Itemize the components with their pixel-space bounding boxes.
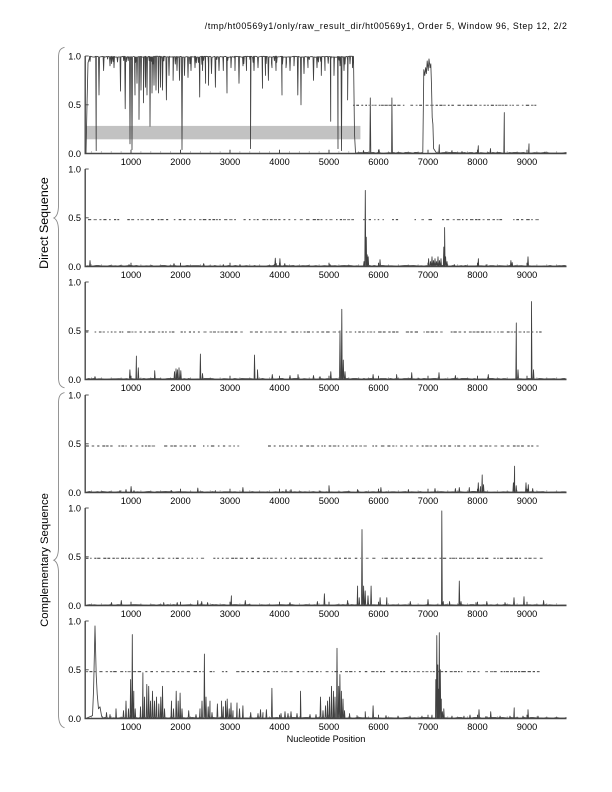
svg-text:0.5: 0.5 <box>68 665 81 675</box>
svg-text:9000: 9000 <box>517 157 537 167</box>
svg-text:2000: 2000 <box>170 722 190 732</box>
svg-text:6000: 6000 <box>368 157 388 167</box>
svg-text:6000: 6000 <box>368 270 388 280</box>
svg-text:7000: 7000 <box>418 270 438 280</box>
svg-text:1.0: 1.0 <box>68 51 81 61</box>
svg-text:6000: 6000 <box>368 722 388 732</box>
svg-text:4000: 4000 <box>269 722 289 732</box>
svg-text:4000: 4000 <box>269 496 289 506</box>
svg-text:/tmp/ht00569y1/only/raw_result: /tmp/ht00569y1/only/raw_result_dir/ht005… <box>205 21 568 31</box>
svg-text:0.0: 0.0 <box>68 262 81 272</box>
svg-text:Complementary Sequence: Complementary Sequence <box>39 493 51 627</box>
svg-text:9000: 9000 <box>517 722 537 732</box>
svg-text:0.0: 0.0 <box>68 714 81 724</box>
svg-text:0.0: 0.0 <box>68 149 81 159</box>
svg-text:6000: 6000 <box>368 383 388 393</box>
svg-text:3000: 3000 <box>220 383 240 393</box>
svg-text:3000: 3000 <box>220 722 240 732</box>
svg-text:8000: 8000 <box>467 383 487 393</box>
svg-text:1000: 1000 <box>121 609 141 619</box>
svg-text:4000: 4000 <box>269 157 289 167</box>
svg-text:1000: 1000 <box>121 496 141 506</box>
svg-text:0.5: 0.5 <box>68 100 81 110</box>
svg-text:1.0: 1.0 <box>68 503 81 513</box>
svg-text:9000: 9000 <box>517 609 537 619</box>
svg-text:0.5: 0.5 <box>68 439 81 449</box>
svg-text:1000: 1000 <box>121 383 141 393</box>
svg-text:8000: 8000 <box>467 270 487 280</box>
svg-text:4000: 4000 <box>269 270 289 280</box>
svg-text:4000: 4000 <box>269 383 289 393</box>
svg-text:0.5: 0.5 <box>68 213 81 223</box>
svg-text:3000: 3000 <box>220 157 240 167</box>
svg-text:0.0: 0.0 <box>68 375 81 385</box>
svg-text:5000: 5000 <box>319 270 339 280</box>
svg-text:0.0: 0.0 <box>68 488 81 498</box>
svg-text:6000: 6000 <box>368 609 388 619</box>
svg-text:1000: 1000 <box>121 722 141 732</box>
svg-text:3000: 3000 <box>220 270 240 280</box>
svg-text:8000: 8000 <box>467 722 487 732</box>
svg-text:5000: 5000 <box>319 383 339 393</box>
svg-text:2000: 2000 <box>170 496 190 506</box>
svg-text:1.0: 1.0 <box>68 277 81 287</box>
svg-text:2000: 2000 <box>170 609 190 619</box>
svg-text:1000: 1000 <box>121 270 141 280</box>
svg-text:0.0: 0.0 <box>68 601 81 611</box>
svg-text:5000: 5000 <box>319 609 339 619</box>
svg-text:0.5: 0.5 <box>68 326 81 336</box>
svg-text:8000: 8000 <box>467 609 487 619</box>
svg-text:2000: 2000 <box>170 383 190 393</box>
svg-text:9000: 9000 <box>517 270 537 280</box>
svg-text:5000: 5000 <box>319 157 339 167</box>
svg-text:7000: 7000 <box>418 609 438 619</box>
svg-text:9000: 9000 <box>517 496 537 506</box>
svg-text:9000: 9000 <box>517 383 537 393</box>
svg-text:1000: 1000 <box>121 157 141 167</box>
svg-text:8000: 8000 <box>467 496 487 506</box>
svg-text:Direct Sequence: Direct Sequence <box>37 177 51 269</box>
svg-text:3000: 3000 <box>220 496 240 506</box>
svg-text:4000: 4000 <box>269 609 289 619</box>
svg-text:1.0: 1.0 <box>68 164 81 174</box>
svg-text:1.0: 1.0 <box>68 616 81 626</box>
svg-text:5000: 5000 <box>319 722 339 732</box>
svg-text:1.0: 1.0 <box>68 390 81 400</box>
svg-text:Nucleotide Position: Nucleotide Position <box>287 734 366 744</box>
svg-text:3000: 3000 <box>220 609 240 619</box>
svg-text:2000: 2000 <box>170 270 190 280</box>
svg-text:7000: 7000 <box>418 383 438 393</box>
svg-text:6000: 6000 <box>368 496 388 506</box>
svg-text:0.5: 0.5 <box>68 552 81 562</box>
svg-text:5000: 5000 <box>319 496 339 506</box>
svg-text:7000: 7000 <box>418 722 438 732</box>
svg-text:8000: 8000 <box>467 157 487 167</box>
svg-text:7000: 7000 <box>418 496 438 506</box>
svg-text:7000: 7000 <box>418 157 438 167</box>
svg-text:2000: 2000 <box>170 157 190 167</box>
